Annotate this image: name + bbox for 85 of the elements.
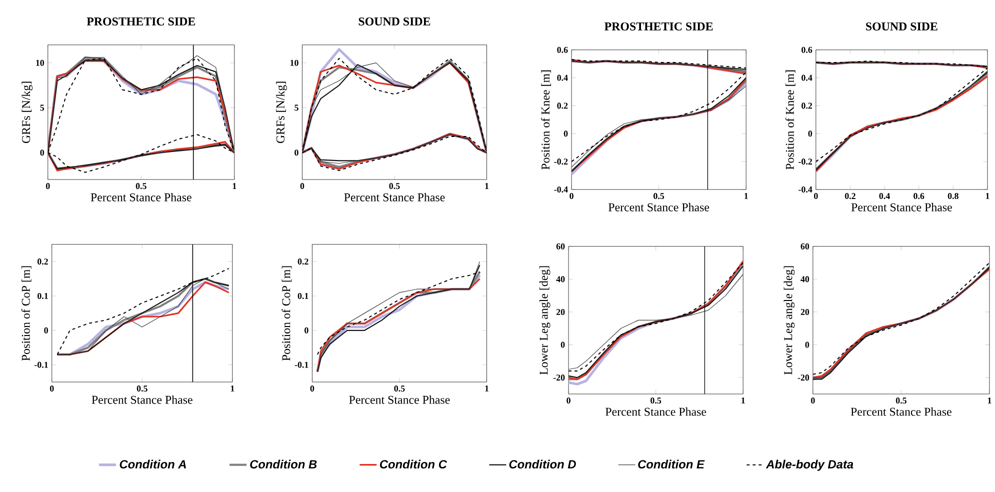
x-axis-title: Percent Stance Phase [349,396,450,404]
x-axis-title: Percent Stance Phase [90,193,192,202]
legend-label: Condition B [250,460,317,469]
y-tick-label: 60 [556,243,565,250]
x-tick-label: 0.5 [394,386,405,392]
chart-title: SOUND SIDE [866,22,938,31]
y-axis-title: GRFs [N/kg] [276,82,287,144]
chart-title: SOUND SIDE [358,18,430,26]
chart-title: PROSTHETIC SIDE [86,18,196,26]
y-tick-label: -0.2 [798,158,812,165]
x-tick-label: 0 [310,386,314,392]
y-tick-label: 0.2 [802,102,812,109]
chart-title: PROSTHETIC SIDE [604,22,713,31]
x-tick-label: 0 [50,386,54,392]
x-tick-label: 1 [485,386,489,392]
y-tick-label: 5 [40,104,44,111]
x-tick-label: 1 [988,398,992,404]
y-tick-label: -0.4 [798,186,812,193]
y-axis-title: Lower Leg angle [deg] [784,266,795,375]
x-axis-title: Percent Stance Phase [850,408,952,416]
x-tick-label: 1 [232,183,236,190]
x-tick-label: 0.6 [914,193,924,200]
y-tick-label: 0.6 [802,46,812,54]
y-tick-label: -0.1 [34,362,48,368]
y-tick-label: -0.4 [554,186,568,193]
y-tick-label: 0.4 [802,74,812,81]
y-axis-title: Position of CoP [m] [21,266,32,361]
y-tick-label: 0.2 [298,258,308,265]
legend-label: Condition A [120,460,186,469]
x-tick-label: 0 [814,193,818,200]
y-tick-label: 0 [40,150,44,156]
y-tick-label: 0.2 [557,102,568,109]
y-axis-title: Position of Knee [m] [785,70,796,170]
y-tick-label: 0.4 [557,74,568,81]
legend-label: Able-body Data [766,460,854,471]
legend-label: Condition E [638,460,705,469]
x-tick-label: 1 [986,193,990,200]
x-tick-label: 0.2 [844,193,856,200]
x-tick-label: 0.5 [654,193,664,200]
x-tick-label: 0.5 [650,398,662,404]
y-tick-label: 10 [36,60,44,66]
y-tick-label: 0 [564,130,568,137]
y-tick-label: 0.2 [38,258,48,265]
y-tick-label: 0.1 [298,293,308,300]
y-tick-label: 0.6 [557,46,568,54]
y-tick-label: 0 [44,328,48,334]
x-tick-label: 1 [742,398,745,404]
x-axis-title: Percent Stance Phase [606,408,706,416]
x-tick-label: 1 [230,386,234,392]
y-axis-title: GRFs [N/kg] [22,82,33,144]
y-tick-label: 0.1 [38,293,48,300]
x-tick-label: 0.5 [136,386,148,392]
y-tick-label: 0 [808,130,812,137]
x-tick-label: 1 [744,193,748,200]
x-tick-label: 0.8 [948,193,958,200]
y-tick-label: -0.1 [294,362,308,368]
y-tick-label: 0 [304,328,308,334]
y-tick-label: -20 [798,374,810,381]
x-tick-label: 0 [570,193,574,200]
x-tick-label: 0.5 [896,398,906,404]
y-tick-label: 0 [805,342,810,348]
x-tick-label: 0.4 [879,193,890,200]
legend-label: Condition D [509,460,576,469]
y-axis-title: Lower Leg angle [deg] [539,266,550,375]
y-tick-label: 10 [290,60,298,66]
x-axis-title: Percent Stance Phase [851,203,952,212]
x-tick-label: 0.5 [136,183,146,190]
y-tick-label: 0 [560,342,565,348]
x-axis-title: Percent Stance Phase [608,203,710,212]
y-tick-label: 20 [800,309,810,316]
legend-label: Condition C [380,460,448,469]
y-tick-label: 60 [800,243,810,250]
y-tick-label: -20 [553,374,565,381]
y-tick-label: 0 [294,150,298,156]
y-axis-title: Position of CoP [m] [282,266,292,361]
y-tick-label: 40 [800,276,810,282]
y-tick-label: 20 [556,309,565,316]
y-axis-title: Position of Knee [m] [541,70,552,170]
y-tick-label: 40 [556,276,565,282]
x-axis-title: Percent Stance Phase [92,396,192,404]
y-tick-label: 5 [294,104,298,111]
x-axis-title: Percent Stance Phase [344,193,445,202]
y-tick-label: -0.2 [554,158,568,165]
x-tick-label: 1 [485,183,489,190]
x-tick-label: 0.5 [389,183,400,190]
